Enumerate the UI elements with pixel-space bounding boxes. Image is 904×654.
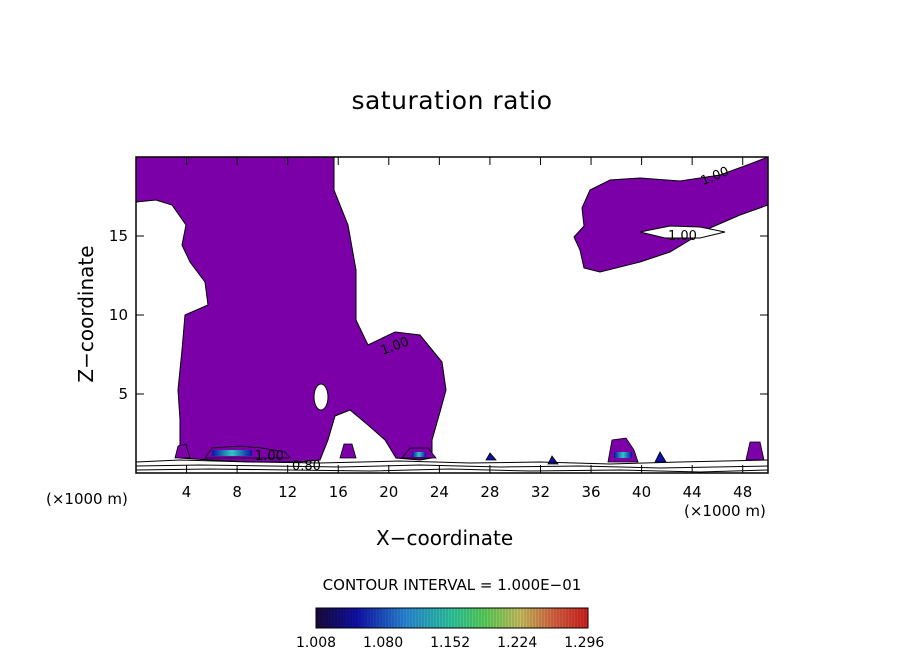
x-tick-label: 36 — [581, 483, 600, 501]
x-tick-label: 4 — [182, 483, 192, 501]
colorbar-tick-label: 1.224 — [497, 635, 537, 651]
contour-region-left-plume — [136, 157, 447, 463]
colorbar-tick-label: 1.152 — [430, 635, 470, 651]
y-axis-label: Z−coordinate — [74, 245, 98, 383]
y-tick-label: 10 — [109, 306, 128, 324]
contour-label: 0.80 — [292, 459, 321, 474]
surface-contour-lines — [136, 459, 768, 473]
y-tick-label: 15 — [109, 227, 128, 245]
contour-interval-text: CONTOUR INTERVAL = 1.000E−01 — [322, 576, 582, 594]
x-unit-right: (×1000 m) — [684, 502, 766, 520]
x-tick-label: 24 — [430, 483, 449, 501]
contour-label: 1.00 — [255, 449, 284, 464]
contour-region-anvil — [573, 157, 768, 273]
plume-hole — [313, 383, 329, 411]
chart-title: saturation ratio — [351, 86, 553, 115]
x-tick-label: 40 — [632, 483, 651, 501]
x-tick-label: 44 — [683, 483, 702, 501]
colorbar-tick-label: 1.080 — [363, 635, 403, 651]
colorbar-tick-label: 1.008 — [296, 635, 336, 651]
anvil-inner-contour — [639, 225, 726, 239]
x-tick-label: 8 — [232, 483, 242, 501]
colorbar-stripes — [317, 608, 586, 628]
x-tick-label: 32 — [531, 483, 550, 501]
colorbar — [315, 607, 589, 629]
x-axis-label: X−coordinate — [376, 526, 514, 550]
x-tick-label: 16 — [329, 483, 348, 501]
y-tick-label: 5 — [118, 385, 128, 403]
x-tick-label: 12 — [278, 483, 297, 501]
x-tick-label: 48 — [733, 483, 752, 501]
surface-cells — [174, 437, 765, 465]
x-tick-label: 20 — [379, 483, 398, 501]
x-unit-left: (×1000 m) — [46, 490, 128, 508]
colorbar-tick-label: 1.296 — [564, 635, 604, 651]
x-tick-label: 28 — [480, 483, 499, 501]
contour-label: 1.00 — [668, 229, 697, 244]
